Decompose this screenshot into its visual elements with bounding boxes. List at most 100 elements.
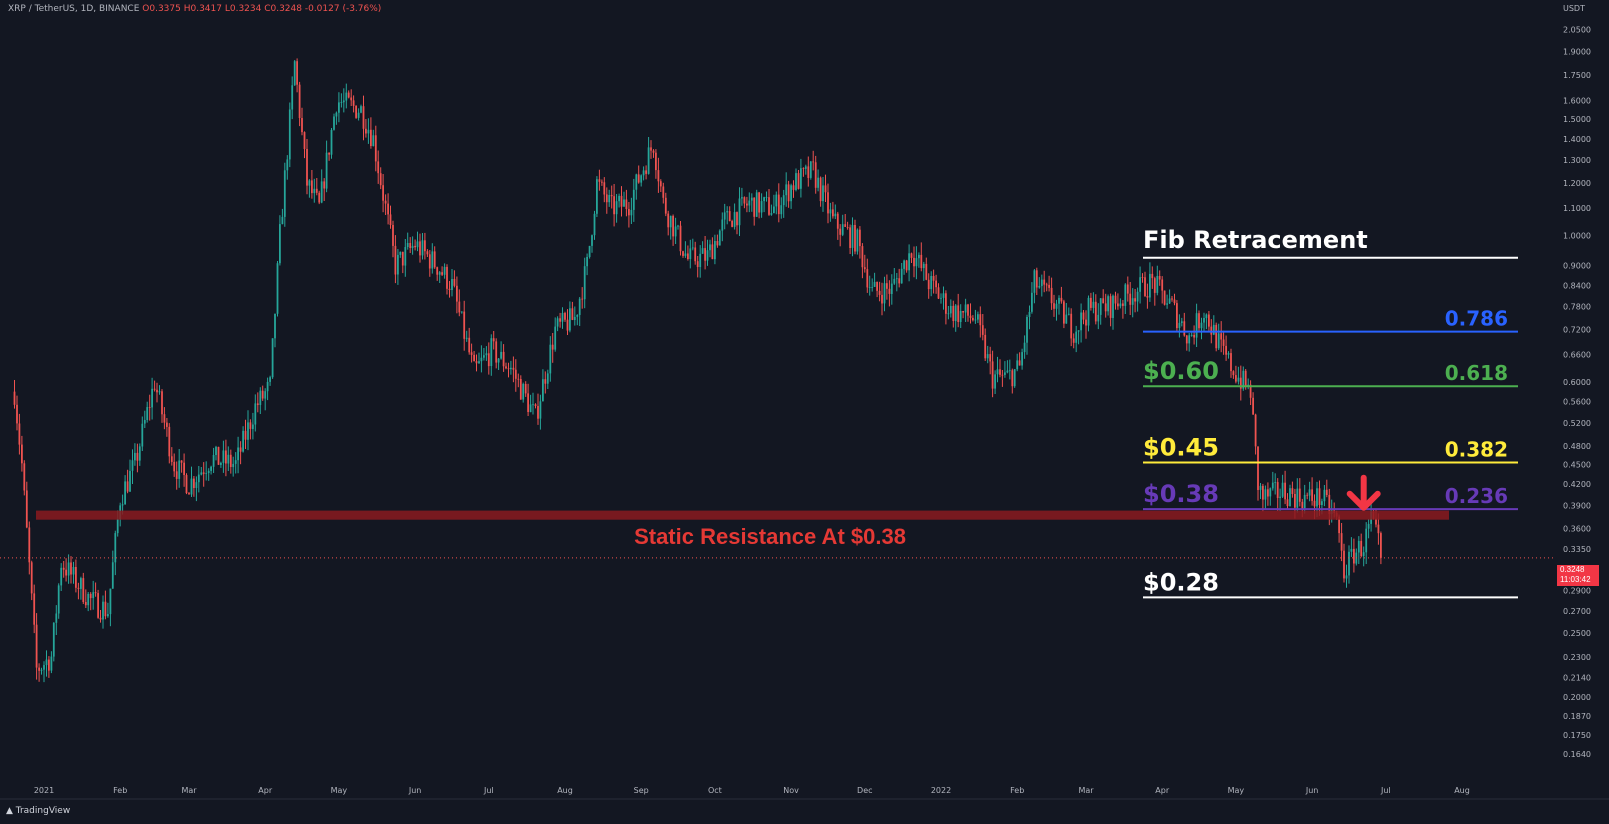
candle-body bbox=[33, 593, 36, 625]
candle-body bbox=[45, 659, 48, 666]
candle-body bbox=[841, 224, 844, 235]
candle-body bbox=[1102, 298, 1105, 304]
candle-body bbox=[1289, 488, 1291, 507]
candle-body bbox=[1276, 482, 1279, 498]
candle-body bbox=[357, 112, 360, 118]
candle-body bbox=[77, 587, 80, 589]
fib-price-label: $0.28 bbox=[1143, 568, 1219, 596]
candle-body bbox=[1099, 298, 1102, 315]
candle-body bbox=[797, 173, 800, 189]
candle-body bbox=[1033, 270, 1036, 293]
price-tick-label: 1.3000 bbox=[1563, 156, 1591, 165]
candle-body bbox=[1318, 488, 1321, 505]
price-axis[interactable]: USDT 2.0500 1.9000 1.7500 1.6000 1.5000 1.400… bbox=[1555, 0, 1609, 795]
time-tick-label: Mar bbox=[1078, 786, 1094, 795]
candle-body bbox=[546, 373, 549, 384]
candle-body bbox=[834, 213, 837, 217]
candle-body bbox=[271, 338, 274, 378]
candle-body bbox=[635, 174, 638, 190]
candle-body bbox=[1274, 482, 1277, 483]
candle-body bbox=[1286, 499, 1289, 506]
candle-body bbox=[1188, 335, 1191, 344]
candle-body bbox=[232, 463, 235, 468]
price-tick-label: 0.2500 bbox=[1563, 629, 1591, 638]
candle-body bbox=[738, 198, 741, 226]
candle-body bbox=[551, 344, 554, 350]
candle-body bbox=[672, 215, 674, 237]
time-tick-label: Jul bbox=[483, 786, 494, 795]
candle-body bbox=[1215, 324, 1218, 349]
candle-body bbox=[478, 361, 480, 364]
candle-body bbox=[800, 168, 802, 189]
price-tick-label: 0.2000 bbox=[1563, 693, 1591, 702]
candle-body bbox=[967, 304, 969, 316]
candle-body bbox=[1158, 276, 1161, 280]
candle-body bbox=[215, 446, 217, 455]
candle-body bbox=[379, 173, 382, 186]
candle-body bbox=[97, 593, 99, 618]
candle-body bbox=[576, 315, 579, 317]
candle-body bbox=[1353, 548, 1355, 564]
candle-body bbox=[623, 199, 625, 207]
time-tick-label: 2021 bbox=[34, 786, 54, 795]
candle-body bbox=[342, 100, 345, 103]
candle-body bbox=[72, 567, 75, 575]
candle-body bbox=[163, 414, 166, 423]
candle-body bbox=[1053, 303, 1055, 309]
candle-body bbox=[254, 403, 257, 425]
candle-body bbox=[65, 569, 67, 576]
candle-body bbox=[736, 212, 738, 226]
candle-body bbox=[1043, 279, 1046, 285]
candle-body bbox=[773, 206, 775, 214]
candle-body bbox=[1298, 488, 1301, 502]
candle-body bbox=[832, 209, 834, 217]
candle-body bbox=[684, 253, 687, 256]
candle-body bbox=[1195, 313, 1198, 338]
candle-body bbox=[711, 244, 714, 260]
candle-body bbox=[981, 325, 984, 335]
candle-body bbox=[679, 225, 682, 252]
candle-body bbox=[1080, 312, 1082, 331]
candle-body bbox=[957, 305, 960, 322]
fib-price-label: $0.60 bbox=[1143, 357, 1219, 385]
candle-body bbox=[1082, 312, 1085, 320]
candle-body bbox=[674, 226, 677, 237]
candle-body bbox=[480, 357, 483, 362]
candle-body bbox=[836, 213, 839, 229]
candle-body bbox=[918, 254, 920, 259]
candle-body bbox=[134, 452, 136, 461]
candle-body bbox=[1308, 489, 1311, 496]
candle-body bbox=[1035, 270, 1038, 288]
candle-body bbox=[1301, 501, 1304, 509]
price-tick-label: 0.2700 bbox=[1563, 607, 1591, 616]
candle-body bbox=[485, 353, 488, 356]
candle-body bbox=[1360, 540, 1363, 557]
candle-body bbox=[244, 430, 247, 440]
candle-body bbox=[991, 361, 994, 389]
time-tick-label: May bbox=[1228, 786, 1245, 795]
candle-body bbox=[969, 315, 972, 318]
candle-body bbox=[583, 266, 586, 300]
candle-body bbox=[443, 266, 446, 275]
time-axis[interactable]: 2021 Feb Mar Apr May Jun Jul Aug Sep Oct Nov Dec 202… bbox=[0, 786, 1609, 800]
candle-body bbox=[222, 450, 225, 463]
candle-body bbox=[1271, 482, 1274, 489]
candle-body bbox=[1303, 494, 1306, 509]
candle-body bbox=[1117, 303, 1119, 307]
price-tick-label: 0.3350 bbox=[1563, 545, 1591, 554]
candle-body bbox=[1055, 303, 1058, 309]
candle-body bbox=[237, 447, 239, 461]
candle-body bbox=[620, 195, 623, 207]
candle-body bbox=[903, 260, 905, 269]
time-tick-label: Apr bbox=[1155, 786, 1170, 795]
price-tick-label: 0.2900 bbox=[1563, 586, 1591, 595]
candle-body bbox=[1176, 303, 1178, 329]
candle-body bbox=[301, 118, 303, 133]
candle-body bbox=[1008, 370, 1011, 372]
candle-body bbox=[1198, 313, 1200, 329]
candle-body bbox=[207, 470, 210, 473]
candle-body bbox=[527, 393, 529, 412]
candle-body bbox=[932, 276, 935, 281]
candle-body bbox=[338, 102, 340, 113]
